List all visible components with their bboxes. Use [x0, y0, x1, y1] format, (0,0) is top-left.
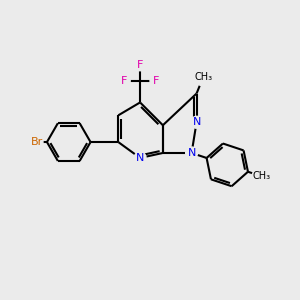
Text: N: N: [192, 117, 201, 127]
Text: F: F: [153, 76, 159, 85]
Text: F: F: [121, 76, 127, 85]
Circle shape: [31, 136, 43, 148]
Circle shape: [118, 75, 130, 87]
Text: Br: Br: [31, 137, 43, 147]
Circle shape: [190, 116, 202, 128]
Text: F: F: [137, 60, 143, 70]
Text: CH₃: CH₃: [194, 72, 212, 82]
Circle shape: [252, 167, 270, 185]
Circle shape: [150, 75, 162, 87]
Text: N: N: [136, 153, 144, 163]
Text: CH₃: CH₃: [252, 171, 270, 181]
Circle shape: [134, 59, 146, 71]
Text: N: N: [188, 148, 196, 158]
Circle shape: [134, 152, 146, 164]
Circle shape: [194, 68, 212, 86]
Circle shape: [186, 147, 198, 159]
